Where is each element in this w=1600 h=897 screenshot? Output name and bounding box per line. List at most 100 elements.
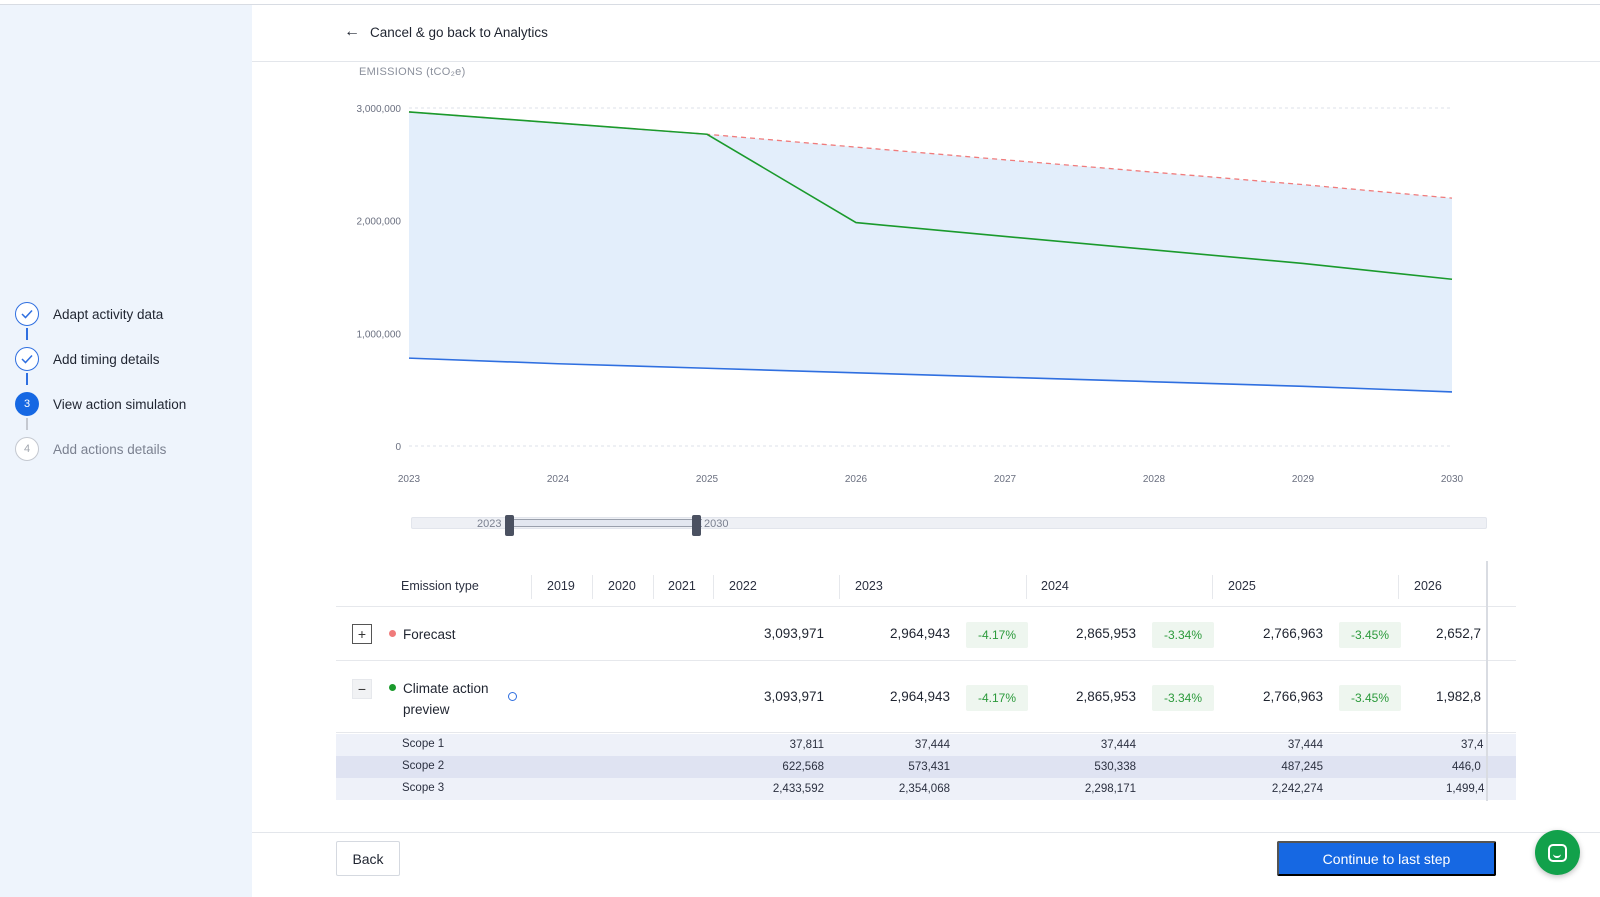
x-tick-label: 2024 — [547, 474, 570, 485]
arrow-left-icon: ← — [344, 23, 360, 40]
slider-selection — [510, 519, 702, 527]
step-label: Adapt activity data — [53, 306, 164, 322]
step-label: Add timing details — [53, 351, 160, 367]
chat-launcher[interactable] — [1535, 830, 1580, 875]
cell-2025: 37,444 — [1287, 739, 1323, 751]
cell-2024: 37,444 — [1100, 739, 1136, 751]
change-badge: -3.45% — [1339, 622, 1401, 648]
cell-2022: 3,093,971 — [763, 626, 824, 641]
check-icon — [15, 302, 39, 326]
column-divider — [713, 575, 714, 599]
step-add-actions-details[interactable]: 4 Add actions details — [15, 437, 166, 461]
y-tick-label: 3,000,000 — [357, 104, 402, 115]
step-adapt-activity-data[interactable]: Adapt activity data — [15, 302, 163, 326]
col-2026: 2026 — [1414, 579, 1442, 593]
cell-2023: 2,354,068 — [898, 783, 950, 795]
scope-label: Scope 1 — [402, 738, 445, 750]
step-number-badge: 3 — [15, 392, 39, 416]
cell-2025: 487,245 — [1281, 761, 1323, 773]
cell-2023: 2,964,943 — [889, 689, 950, 704]
col-emission-type: Emission type — [401, 579, 479, 593]
year-range-slider[interactable]: 2023 2030 — [411, 515, 1487, 536]
header-bar: ← Cancel & go back to Analytics — [252, 5, 1600, 62]
cell-2023: 2,964,943 — [889, 626, 950, 641]
series-line-baseline — [408, 357, 1453, 393]
slider-end-label: 2030 — [704, 518, 729, 530]
column-divider — [531, 575, 532, 599]
row-label: Climate action preview — [403, 678, 489, 720]
cell-2025: 2,242,274 — [1271, 783, 1323, 795]
col-2024: 2024 — [1041, 579, 1069, 593]
chat-icon — [1548, 843, 1567, 862]
check-icon — [15, 347, 39, 371]
collapse-toggle[interactable]: − — [352, 679, 372, 699]
cancel-back-link[interactable]: ← Cancel & go back to Analytics — [344, 23, 548, 41]
change-badge: -4.17% — [966, 685, 1028, 711]
cell-2026: 37,4 — [1461, 739, 1484, 751]
step-connector — [26, 373, 28, 385]
footer-bar: Back Continue to last step — [252, 832, 1600, 897]
climate-action-legend-dot — [389, 684, 396, 691]
change-badge: -3.45% — [1339, 685, 1401, 711]
y-tick-label: 0 — [395, 442, 401, 453]
x-tick-label: 2026 — [845, 474, 868, 485]
cell-2023: 573,431 — [908, 761, 950, 773]
cell-2022: 2,433,592 — [772, 783, 824, 795]
forecast-legend-dot — [389, 630, 396, 637]
back-button[interactable]: Back — [336, 841, 400, 876]
slider-end-handle[interactable] — [692, 515, 701, 536]
info-icon[interactable] — [508, 692, 517, 701]
col-2020: 2020 — [608, 579, 636, 593]
column-divider — [1026, 575, 1027, 599]
x-tick-label: 2025 — [696, 474, 719, 485]
x-tick-label: 2029 — [1292, 474, 1315, 485]
cancel-back-label: Cancel & go back to Analytics — [370, 24, 548, 40]
column-divider — [1212, 575, 1213, 599]
table-scroll-edge — [1486, 561, 1488, 801]
col-2023: 2023 — [855, 579, 883, 593]
step-number-badge: 4 — [15, 437, 39, 461]
column-divider — [839, 575, 840, 599]
step-add-timing-details[interactable]: Add timing details — [15, 347, 160, 371]
cell-2022: 37,811 — [789, 739, 824, 751]
cell-2026: 2,652,7 — [1436, 626, 1482, 641]
cell-2026: 1,982,8 — [1436, 689, 1482, 704]
step-connector — [26, 328, 28, 340]
main-panel: ← Cancel & go back to Analytics EMISSION… — [252, 5, 1600, 897]
series-line-climate_action — [408, 111, 1453, 281]
x-tick-label: 2023 — [398, 474, 421, 485]
scope-label: Scope 3 — [402, 782, 445, 794]
row-label-line1: Climate action — [403, 681, 489, 696]
cell-2024: 530,338 — [1094, 761, 1136, 773]
step-label: View action simulation — [53, 396, 187, 412]
col-2025: 2025 — [1228, 579, 1256, 593]
emissions-chart: 3,000,000 2,000,000 1,000,000 0 2023 2024 2025… — [357, 104, 1464, 485]
slider-start-handle[interactable] — [505, 515, 514, 536]
change-badge: -4.17% — [966, 622, 1028, 648]
cell-2022: 622,568 — [782, 761, 824, 773]
change-badge: -3.34% — [1152, 622, 1214, 648]
step-view-action-simulation[interactable]: 3 View action simulation — [15, 392, 186, 416]
simulation-area-fill — [409, 111, 1452, 392]
cell-2024: 2,298,171 — [1084, 783, 1136, 795]
x-tick-label: 2028 — [1143, 474, 1166, 485]
expand-toggle[interactable]: + — [352, 624, 372, 644]
column-divider — [592, 575, 593, 599]
top-border — [0, 0, 1600, 5]
table-row-climate-action: − Climate action preview 3,093,971 2,964… — [336, 662, 1516, 733]
table-row-scope-1: Scope 1 37,811 37,444 37,444 37,444 37,4 — [336, 734, 1516, 756]
col-2022: 2022 — [729, 579, 757, 593]
y-tick-label: 2,000,000 — [357, 217, 402, 228]
table-row-forecast: + Forecast 3,093,971 2,964,943 -4.17% 2,… — [336, 608, 1516, 661]
x-tick-label: 2030 — [1441, 474, 1464, 485]
column-divider — [653, 575, 654, 599]
row-label-line2: preview — [403, 702, 450, 717]
slider-start-label: 2023 — [477, 518, 502, 530]
y-axis-label: EMISSIONS (tCO₂e) — [359, 66, 466, 78]
step-connector — [26, 418, 28, 430]
table-row-scope-2: Scope 2 622,568 573,431 530,338 487,245 … — [336, 756, 1516, 778]
cell-2024: 2,865,953 — [1075, 689, 1136, 704]
table-row-scope-3: Scope 3 2,433,592 2,354,068 2,298,171 2,… — [336, 778, 1516, 800]
continue-button[interactable]: Continue to last step — [1277, 841, 1496, 876]
x-tick-label: 2027 — [994, 474, 1017, 485]
